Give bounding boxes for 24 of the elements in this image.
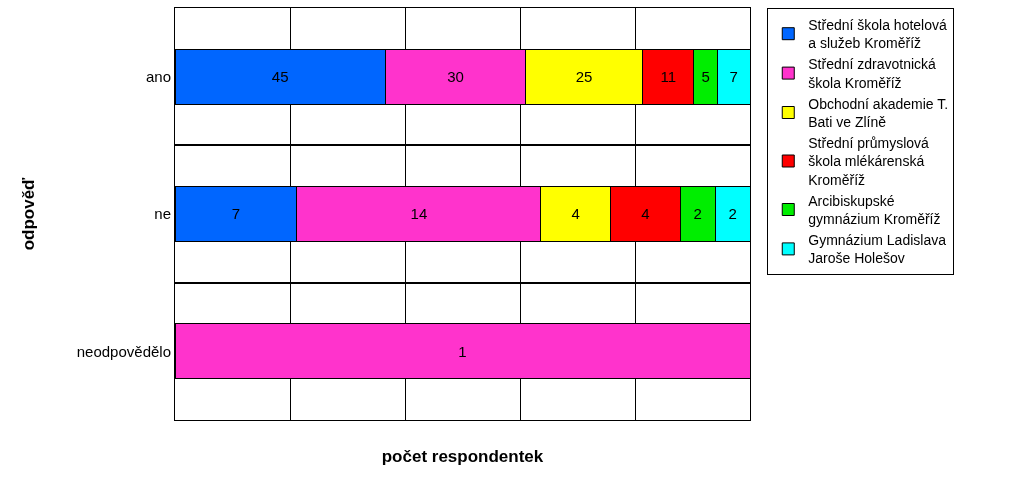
data-label: 7 [729, 68, 738, 86]
data-label: 4 [571, 205, 580, 223]
y-axis-title: odpověď [18, 176, 38, 251]
data-label: 2 [728, 205, 737, 223]
data-label: 1 [458, 342, 467, 360]
data-label: 25 [575, 68, 593, 86]
data-label: 4 [641, 205, 650, 223]
data-label: 45 [271, 68, 289, 86]
y-tick-label: ne [154, 205, 171, 223]
data-label: 7 [231, 205, 241, 223]
y-tick-label: neodpovědělo [76, 342, 171, 360]
data-label: 30 [447, 68, 464, 86]
legend-label: Střední zdravotnická škola Kroměříž [808, 56, 937, 91]
y-tick-label: ano [145, 67, 171, 85]
legend-label: Arcibiskupské gymnázium Kroměříž [808, 192, 941, 228]
data-label: 11 [660, 68, 676, 86]
legend-label: Obchodní akademie T. Bati ve Zlíně [808, 95, 949, 131]
data-label: 2 [693, 205, 702, 223]
x-axis-title: počet respondentek [381, 447, 544, 467]
data-label: 14 [410, 205, 428, 223]
legend-label: Gymnázium Ladislava Jaroše Holešov [808, 232, 947, 267]
legend-label: Střední škola hotelová a služeb Kroměříž [808, 17, 947, 52]
legend-label: Střední průmyslová škola mlékárenská Kroměříž [808, 135, 930, 188]
data-label: 5 [701, 68, 710, 86]
